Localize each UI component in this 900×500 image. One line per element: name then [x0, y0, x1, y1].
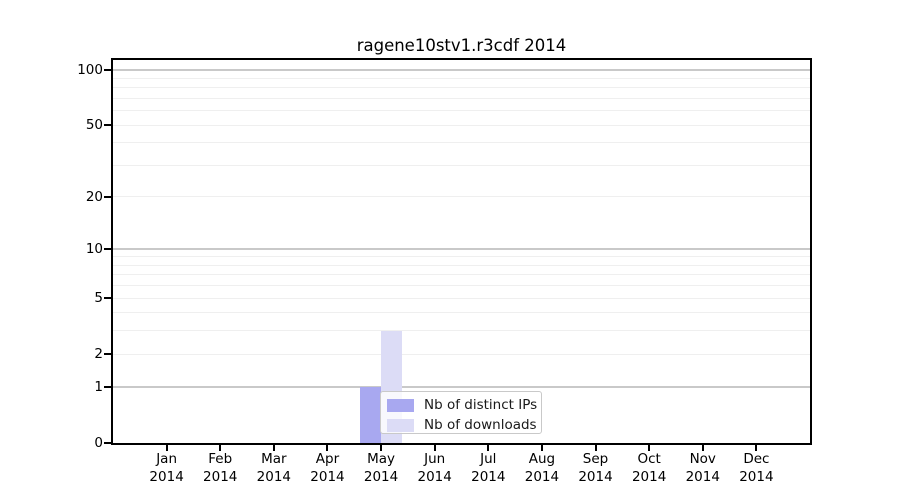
x-tick-mark [540, 445, 543, 451]
y-tick-label: 1 [94, 378, 103, 395]
minor-gridline [113, 124, 810, 126]
x-tick-label: Aug 2014 [524, 451, 560, 485]
chart-title: ragene10stv1.r3cdf 2014 [356, 36, 567, 55]
minor-gridline [113, 196, 810, 198]
x-tick-label: Apr 2014 [310, 451, 345, 485]
minor-gridline [113, 297, 810, 299]
x-tick-mark [272, 445, 275, 451]
major-gridline [113, 386, 810, 388]
legend-swatch-downloads [387, 418, 414, 432]
y-tick-mark [104, 124, 112, 127]
plot-area: Nb of distinct IPs Nb of downloads [111, 58, 812, 445]
x-tick-label: Jul 2014 [471, 451, 506, 485]
y-tick-label: 10 [85, 241, 103, 258]
y-tick-mark [104, 442, 112, 444]
legend-swatch-distinct-ips [387, 398, 414, 412]
x-tick-mark [487, 445, 490, 451]
legend-label-downloads: Nb of downloads [424, 417, 537, 433]
minor-gridline [113, 87, 810, 89]
minor-gridline [113, 77, 810, 79]
minor-gridline [113, 264, 810, 266]
legend-label-distinct-ips: Nb of distinct IPs [424, 397, 538, 413]
bar-distinct-ips [359, 386, 382, 443]
y-tick-mark [104, 69, 112, 71]
legend: Nb of distinct IPs Nb of downloads [380, 391, 542, 434]
y-tick-label: 2 [94, 346, 103, 363]
y-tick-label: 20 [85, 188, 103, 205]
major-gridline [113, 248, 810, 250]
y-tick-mark [104, 248, 112, 251]
x-tick-mark [701, 445, 704, 451]
y-tick-mark [104, 353, 112, 356]
major-gridline [113, 69, 810, 71]
y-tick-mark [104, 297, 112, 300]
x-tick-mark [594, 445, 597, 451]
y-tick-label: 50 [85, 117, 103, 134]
x-tick-mark [433, 445, 436, 451]
x-tick-label: Sep 2014 [578, 451, 613, 485]
minor-gridline [113, 110, 810, 112]
minor-gridline [113, 330, 810, 332]
y-tick-label: 0 [94, 435, 103, 451]
minor-gridline [113, 97, 810, 99]
x-tick-label: Mar 2014 [256, 451, 292, 485]
x-tick-label: Dec 2014 [739, 451, 774, 485]
y-tick-mark [104, 195, 112, 198]
legend-entry-downloads: Nb of downloads [387, 417, 541, 433]
y-tick-label: 100 [77, 62, 103, 78]
minor-gridline [113, 142, 810, 144]
x-tick-mark [219, 445, 222, 451]
x-tick-label: Jan 2014 [149, 451, 184, 485]
x-tick-mark [326, 445, 329, 451]
y-tick-label: 5 [94, 290, 103, 307]
x-tick-label: Oct 2014 [631, 451, 667, 485]
legend-entry-distinct-ips: Nb of distinct IPs [387, 397, 541, 413]
minor-gridline [113, 256, 810, 258]
x-tick-mark [648, 445, 651, 451]
x-tick-mark [380, 445, 383, 451]
minor-gridline [113, 285, 810, 287]
y-tick-mark [104, 385, 112, 388]
minor-gridline [113, 312, 810, 314]
x-tick-label: May 2014 [363, 451, 399, 485]
minor-gridline [113, 274, 810, 276]
x-tick-label: Feb 2014 [203, 451, 238, 485]
minor-gridline [113, 353, 810, 355]
x-tick-mark [165, 445, 168, 451]
x-tick-label: Nov 2014 [685, 451, 720, 485]
minor-gridline [113, 164, 810, 166]
x-tick-label: Jun 2014 [417, 451, 452, 485]
x-tick-mark [755, 445, 758, 451]
